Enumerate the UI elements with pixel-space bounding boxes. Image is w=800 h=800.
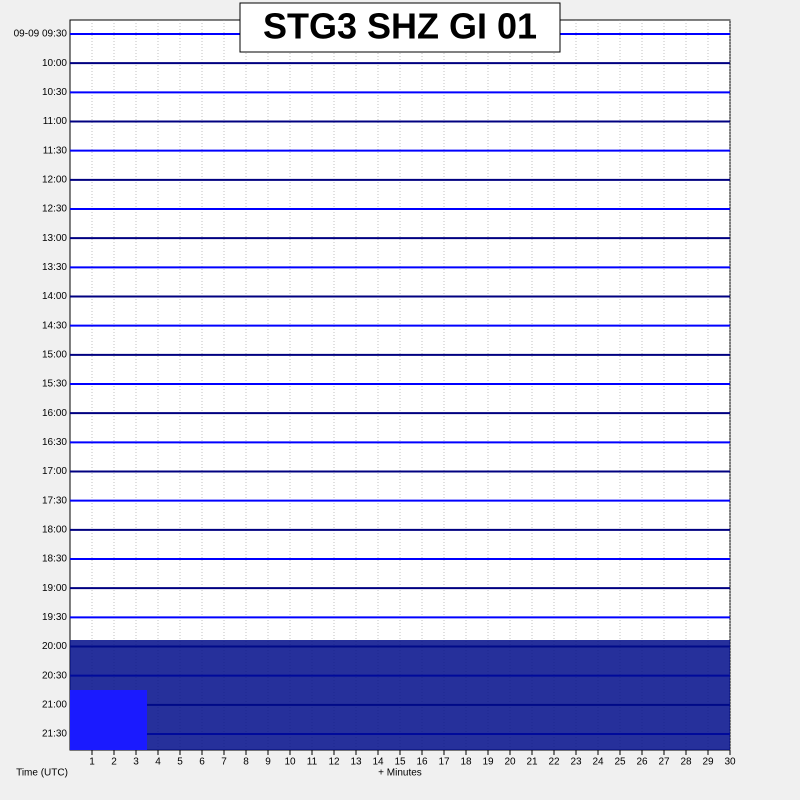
x-tick-label: 22 [548, 757, 560, 768]
x-tick-label: 13 [350, 757, 362, 768]
x-tick-label: 7 [221, 757, 227, 768]
y-tick-label: 10:00 [42, 58, 67, 69]
y-tick-label: 13:00 [42, 233, 67, 244]
x-tick-label: 5 [177, 757, 183, 768]
x-tick-label: 1 [89, 757, 95, 768]
y-axis-label: Time (UTC) [16, 768, 68, 779]
x-tick-label: 27 [658, 757, 670, 768]
x-tick-label: 25 [614, 757, 626, 768]
x-tick-label: 28 [680, 757, 692, 768]
y-tick-label: 21:00 [42, 699, 67, 710]
y-tick-label: 10:30 [42, 87, 67, 98]
y-tick-label: 20:00 [42, 641, 67, 652]
x-tick-label: 29 [702, 757, 714, 768]
y-tick-label: 17:00 [42, 466, 67, 477]
x-tick-label: 24 [592, 757, 604, 768]
x-tick-label: 19 [482, 757, 494, 768]
x-tick-label: 14 [372, 757, 384, 768]
y-tick-label: 14:30 [42, 320, 67, 331]
x-tick-label: 17 [438, 757, 450, 768]
chart-title: STG3 SHZ GI 01 [263, 6, 537, 47]
x-tick-label: 4 [155, 757, 161, 768]
x-tick-label: 3 [133, 757, 139, 768]
y-tick-label: 15:30 [42, 379, 67, 390]
y-tick-label: 17:30 [42, 495, 67, 506]
y-tick-label: 18:30 [42, 554, 67, 565]
x-tick-label: 20 [504, 757, 516, 768]
y-tick-label: 11:00 [43, 116, 68, 127]
x-tick-label: 18 [460, 757, 472, 768]
y-tick-label: 19:30 [42, 612, 67, 623]
x-tick-label: 12 [328, 757, 340, 768]
x-tick-label: 8 [243, 757, 249, 768]
y-tick-label: 11:30 [43, 145, 68, 156]
x-tick-label: 2 [111, 757, 117, 768]
x-tick-label: 30 [724, 757, 736, 768]
title-box [239, 2, 561, 53]
noise-band [70, 640, 730, 750]
x-tick-label: 15 [394, 757, 406, 768]
y-tick-label: 13:30 [42, 262, 67, 273]
x-tick-label: 16 [416, 757, 428, 768]
y-tick-label: 20:30 [42, 670, 67, 681]
y-tick-label: 19:00 [42, 583, 67, 594]
y-tick-label: 12:30 [42, 204, 67, 215]
y-tick-label: 16:30 [42, 437, 67, 448]
x-tick-label: 6 [199, 757, 205, 768]
y-tick-label: 14:00 [42, 291, 67, 302]
x-tick-label: 10 [284, 757, 296, 768]
x-tick-label: 23 [570, 757, 582, 768]
y-tick-label: 15:00 [42, 349, 67, 360]
x-axis-label: + Minutes [378, 768, 422, 779]
y-tick-label: 21:30 [42, 729, 67, 740]
x-tick-label: 21 [526, 757, 538, 768]
noise-band-light [70, 690, 147, 750]
y-tick-label: 09-09 09:30 [14, 29, 68, 40]
x-tick-label: 11 [307, 757, 318, 768]
y-tick-label: 12:00 [42, 174, 67, 185]
y-tick-label: 18:00 [42, 524, 67, 535]
x-tick-label: 26 [636, 757, 648, 768]
x-tick-label: 9 [265, 757, 271, 768]
y-tick-label: 16:00 [42, 408, 67, 419]
